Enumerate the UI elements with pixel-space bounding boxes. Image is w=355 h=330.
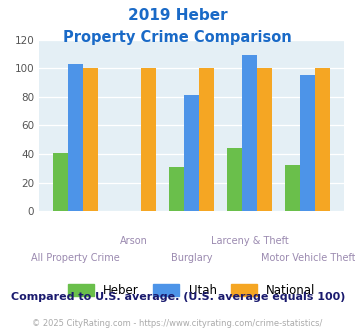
Text: Motor Vehicle Theft: Motor Vehicle Theft — [261, 253, 355, 263]
Bar — [227, 148, 242, 211]
Bar — [199, 68, 214, 211]
Bar — [68, 64, 83, 211]
Text: Compared to U.S. average. (U.S. average equals 100): Compared to U.S. average. (U.S. average … — [11, 292, 345, 302]
Bar — [184, 95, 199, 211]
Bar — [83, 68, 98, 211]
Bar — [53, 152, 68, 211]
Text: All Property Crime: All Property Crime — [31, 253, 120, 263]
Bar — [315, 68, 331, 211]
Bar — [141, 68, 156, 211]
Text: Arson: Arson — [120, 236, 148, 246]
Bar — [285, 165, 300, 211]
Bar — [300, 75, 315, 211]
Text: © 2025 CityRating.com - https://www.cityrating.com/crime-statistics/: © 2025 CityRating.com - https://www.city… — [32, 319, 323, 328]
Text: Burglary: Burglary — [171, 253, 212, 263]
Bar — [257, 68, 272, 211]
Text: Larceny & Theft: Larceny & Theft — [211, 236, 289, 246]
Text: 2019 Heber: 2019 Heber — [128, 8, 227, 23]
Bar — [169, 167, 184, 211]
Text: Property Crime Comparison: Property Crime Comparison — [63, 30, 292, 45]
Legend: Heber, Utah, National: Heber, Utah, National — [63, 279, 320, 301]
Bar — [242, 55, 257, 211]
